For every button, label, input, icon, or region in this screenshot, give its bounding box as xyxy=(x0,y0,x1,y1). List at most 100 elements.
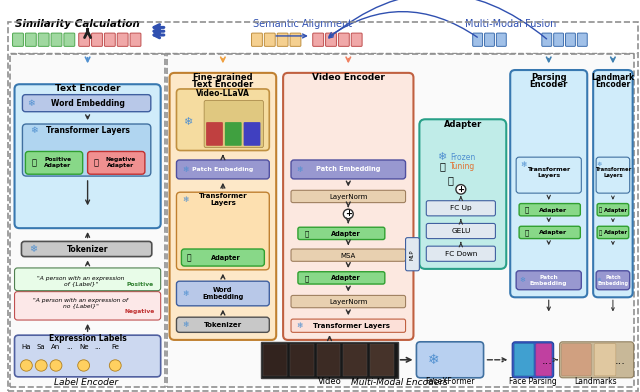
Text: GELU: GELU xyxy=(451,228,470,234)
Text: Text Encoder: Text Encoder xyxy=(55,84,120,93)
Text: Semantic Alignment: Semantic Alignment xyxy=(253,19,353,29)
Text: Adapter: Adapter xyxy=(211,254,241,261)
FancyBboxPatch shape xyxy=(596,271,630,290)
Text: 🔥: 🔥 xyxy=(525,230,529,236)
Text: Landmarks: Landmarks xyxy=(574,377,616,386)
Text: ❄: ❄ xyxy=(182,165,189,174)
Text: ❄: ❄ xyxy=(29,244,37,254)
Text: Video: Video xyxy=(317,377,341,386)
FancyBboxPatch shape xyxy=(417,342,484,378)
Text: Ha: Ha xyxy=(22,343,31,350)
FancyBboxPatch shape xyxy=(22,94,151,112)
FancyBboxPatch shape xyxy=(181,249,264,266)
Text: no {Label}": no {Label}" xyxy=(63,303,99,309)
Text: Multi-Modal Encoders: Multi-Modal Encoders xyxy=(351,378,448,387)
Bar xyxy=(290,344,314,376)
Text: of {Label}": of {Label}" xyxy=(63,281,98,287)
FancyBboxPatch shape xyxy=(22,124,151,176)
FancyBboxPatch shape xyxy=(15,268,161,291)
FancyBboxPatch shape xyxy=(426,201,495,216)
Text: ❄: ❄ xyxy=(297,165,303,174)
Text: ❄: ❄ xyxy=(182,289,189,298)
Text: An: An xyxy=(51,343,61,350)
FancyBboxPatch shape xyxy=(516,271,581,290)
Text: FaceXFormer: FaceXFormer xyxy=(425,377,475,386)
FancyBboxPatch shape xyxy=(283,73,413,340)
FancyBboxPatch shape xyxy=(177,281,269,306)
Text: Video-LLaVA: Video-LLaVA xyxy=(196,89,250,98)
Text: Video Encoder: Video Encoder xyxy=(312,73,385,82)
FancyBboxPatch shape xyxy=(291,319,406,332)
FancyBboxPatch shape xyxy=(51,33,62,46)
Text: Frozen: Frozen xyxy=(450,152,476,162)
Bar xyxy=(264,344,287,376)
FancyBboxPatch shape xyxy=(15,292,161,320)
FancyBboxPatch shape xyxy=(514,344,534,376)
Text: FC Down: FC Down xyxy=(445,251,477,257)
FancyBboxPatch shape xyxy=(426,246,495,261)
Circle shape xyxy=(35,360,47,371)
FancyBboxPatch shape xyxy=(13,33,24,46)
Bar xyxy=(343,344,367,376)
FancyBboxPatch shape xyxy=(536,344,552,376)
FancyBboxPatch shape xyxy=(298,272,385,284)
Text: Transformer Layers: Transformer Layers xyxy=(45,126,129,135)
FancyBboxPatch shape xyxy=(177,89,269,151)
Text: Adapter: Adapter xyxy=(332,275,361,281)
Text: ❄: ❄ xyxy=(428,353,439,367)
Text: Ne: Ne xyxy=(79,343,88,350)
Circle shape xyxy=(50,360,62,371)
Text: ❄: ❄ xyxy=(437,152,447,162)
Text: Positive: Positive xyxy=(126,281,154,287)
Text: 🔥: 🔥 xyxy=(187,253,191,262)
Text: ...: ... xyxy=(67,343,73,350)
FancyBboxPatch shape xyxy=(206,122,223,146)
Text: 🔥: 🔥 xyxy=(305,275,309,282)
FancyBboxPatch shape xyxy=(339,33,349,46)
Circle shape xyxy=(20,360,32,371)
Text: ❄: ❄ xyxy=(28,99,35,108)
Bar xyxy=(261,342,397,378)
Bar xyxy=(317,344,340,376)
Text: Adapter: Adapter xyxy=(604,230,628,236)
FancyBboxPatch shape xyxy=(510,70,588,297)
FancyBboxPatch shape xyxy=(597,203,628,216)
FancyBboxPatch shape xyxy=(559,342,634,378)
Text: 🔥: 🔥 xyxy=(305,230,309,237)
Text: Similarity Calculation: Similarity Calculation xyxy=(15,19,140,29)
Text: 🔥: 🔥 xyxy=(525,207,529,214)
Text: Adapter: Adapter xyxy=(604,208,628,213)
Text: Face Parsing: Face Parsing xyxy=(509,377,557,386)
FancyBboxPatch shape xyxy=(79,33,90,46)
Text: Positive
Adapter: Positive Adapter xyxy=(44,158,72,168)
Text: Word
Embedding: Word Embedding xyxy=(202,287,243,300)
Text: ...: ... xyxy=(94,343,101,350)
FancyBboxPatch shape xyxy=(290,33,301,46)
Text: Tokenizer: Tokenizer xyxy=(67,245,108,254)
Bar xyxy=(10,54,164,387)
FancyBboxPatch shape xyxy=(291,190,406,203)
FancyBboxPatch shape xyxy=(497,33,506,46)
FancyBboxPatch shape xyxy=(554,33,564,46)
Text: 🔥: 🔥 xyxy=(598,207,602,213)
FancyBboxPatch shape xyxy=(593,70,633,297)
FancyBboxPatch shape xyxy=(15,84,161,228)
Text: Adapter: Adapter xyxy=(332,231,361,237)
Text: Negative: Negative xyxy=(125,309,155,314)
Text: Sa: Sa xyxy=(37,343,45,350)
Text: Encoder: Encoder xyxy=(529,80,568,89)
Text: Adapter: Adapter xyxy=(539,208,567,213)
FancyBboxPatch shape xyxy=(577,33,588,46)
Text: LayerNorm: LayerNorm xyxy=(329,194,367,200)
FancyBboxPatch shape xyxy=(419,119,506,269)
Text: Multi-Modal Fusion: Multi-Modal Fusion xyxy=(465,19,556,29)
FancyBboxPatch shape xyxy=(512,342,554,378)
FancyBboxPatch shape xyxy=(277,33,288,46)
FancyBboxPatch shape xyxy=(177,160,269,179)
Text: MLP: MLP xyxy=(410,249,415,260)
Bar xyxy=(166,54,634,387)
FancyBboxPatch shape xyxy=(170,73,276,340)
Text: Tuning: Tuning xyxy=(450,162,476,171)
Text: ...: ... xyxy=(541,356,552,366)
FancyBboxPatch shape xyxy=(88,151,145,174)
